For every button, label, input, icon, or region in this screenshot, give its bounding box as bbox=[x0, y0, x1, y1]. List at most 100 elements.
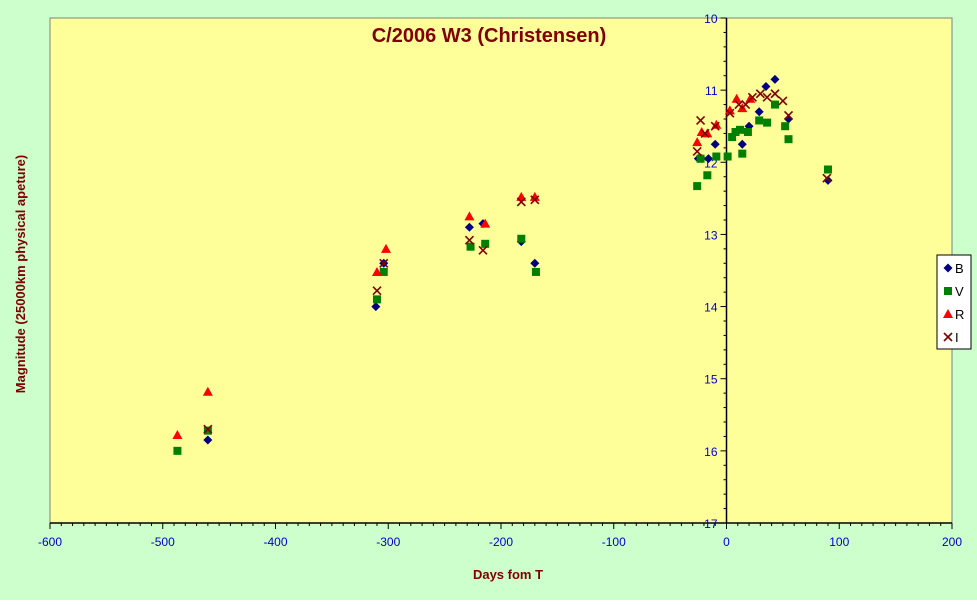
data-point-V bbox=[770, 100, 779, 109]
legend-marker-R bbox=[943, 309, 953, 318]
legend-label-V: V bbox=[955, 284, 964, 299]
x-tick-label: -300 bbox=[376, 535, 400, 549]
y-tick-label: 16 bbox=[704, 445, 718, 459]
data-point-I bbox=[710, 121, 720, 131]
x-tick-label: -100 bbox=[602, 535, 626, 549]
data-point-V bbox=[743, 127, 752, 136]
data-point-I-stroke-b bbox=[710, 121, 720, 131]
y-tick-label: 13 bbox=[704, 228, 718, 242]
axes-layer: -600 -500 -400 -300 -200 -100 0 100 200101112131… bbox=[38, 12, 962, 549]
data-point-V bbox=[712, 152, 721, 161]
data-point-I-stroke-b bbox=[822, 173, 832, 183]
data-point-V bbox=[781, 122, 790, 131]
data-point-I bbox=[822, 173, 832, 183]
y-tick-label: 17 bbox=[704, 517, 718, 531]
x-axis-label: Days fom T bbox=[473, 567, 543, 582]
data-point-R bbox=[692, 137, 703, 147]
data-point-I-stroke-b bbox=[734, 100, 744, 110]
data-point-R bbox=[202, 386, 213, 396]
y-tick-label: 15 bbox=[704, 373, 718, 387]
data-point-V bbox=[728, 133, 737, 142]
x-tick-label: -600 bbox=[38, 535, 62, 549]
data-point-I bbox=[530, 195, 540, 205]
data-point-R bbox=[371, 266, 382, 276]
data-point-I-stroke-b bbox=[725, 108, 735, 118]
data-point-I bbox=[762, 92, 772, 102]
data-point-V bbox=[203, 426, 212, 435]
x-tick-label: 100 bbox=[829, 535, 849, 549]
y-tick-label: 14 bbox=[704, 301, 718, 315]
data-point-I bbox=[379, 258, 389, 268]
data-point-I-stroke-b bbox=[700, 128, 710, 138]
data-point-V bbox=[731, 127, 740, 136]
data-point-R bbox=[731, 93, 742, 103]
data-point-R bbox=[702, 128, 713, 138]
data-point-R bbox=[480, 218, 491, 228]
data-point-I-stroke-b bbox=[783, 110, 794, 120]
data-point-I bbox=[464, 235, 474, 245]
data-point-R bbox=[724, 105, 735, 115]
chart-title: C/2006 W3 (Christensen) bbox=[372, 25, 607, 47]
legend-marker-I bbox=[943, 332, 953, 342]
data-point-I-stroke-b bbox=[778, 96, 788, 106]
plot-area bbox=[49, 17, 953, 524]
data-point-I-stroke-b bbox=[741, 100, 751, 110]
data-point-I bbox=[516, 197, 526, 207]
legend-label-B: B bbox=[955, 261, 964, 276]
data-point-R bbox=[529, 191, 540, 201]
series-V bbox=[173, 100, 832, 455]
data-point-B bbox=[203, 435, 213, 445]
x-tick-label: 200 bbox=[942, 535, 962, 549]
legend-label-I: I bbox=[955, 330, 959, 345]
data-point-V bbox=[379, 267, 388, 276]
y-tick-label: 11 bbox=[705, 84, 718, 98]
data-point-R bbox=[380, 243, 391, 253]
data-point-I-stroke-b bbox=[692, 146, 702, 157]
data-point-I bbox=[755, 89, 765, 99]
data-point-V bbox=[531, 267, 540, 276]
data-point-V bbox=[723, 152, 732, 161]
data-point-R bbox=[745, 93, 756, 103]
data-point-I bbox=[741, 100, 751, 110]
data-point-V bbox=[736, 125, 745, 134]
data-point-V bbox=[481, 239, 490, 248]
data-point-I bbox=[747, 92, 757, 102]
data-point-V bbox=[372, 295, 381, 304]
data-point-V bbox=[517, 234, 526, 243]
data-point-V bbox=[763, 118, 772, 127]
data-point-I bbox=[696, 115, 706, 126]
legend-box bbox=[936, 254, 972, 350]
data-point-B bbox=[371, 302, 381, 312]
data-point-I bbox=[725, 108, 735, 118]
x-tick-label: -500 bbox=[151, 535, 175, 549]
legend-marker-I-stroke-b bbox=[943, 332, 953, 342]
data-point-I bbox=[203, 424, 213, 434]
data-point-R bbox=[172, 429, 183, 439]
data-point-I-stroke-b bbox=[696, 115, 706, 126]
x-tick-label: -200 bbox=[489, 535, 513, 549]
data-point-I bbox=[692, 146, 702, 157]
data-point-V bbox=[755, 116, 764, 125]
legend-marker-V bbox=[944, 287, 952, 295]
data-point-V bbox=[703, 171, 712, 180]
data-point-I bbox=[770, 89, 780, 99]
data-point-V bbox=[466, 242, 475, 251]
data-point-V bbox=[693, 182, 702, 191]
y-axis-label: Magnitude (25000km physical apeture) bbox=[13, 155, 28, 393]
data-point-R bbox=[464, 211, 475, 221]
data-point-V bbox=[738, 149, 747, 158]
data-point-B bbox=[710, 139, 720, 149]
series-I bbox=[203, 89, 832, 434]
data-point-V bbox=[784, 135, 793, 144]
data-point-I bbox=[783, 110, 794, 120]
x-tick-label: -400 bbox=[263, 535, 287, 549]
data-point-I-stroke-b bbox=[379, 258, 389, 268]
series-R bbox=[172, 93, 756, 439]
data-point-I-stroke-b bbox=[530, 195, 540, 205]
data-point-V bbox=[696, 154, 705, 163]
data-point-B bbox=[464, 222, 474, 232]
data-points-layer bbox=[172, 74, 833, 455]
